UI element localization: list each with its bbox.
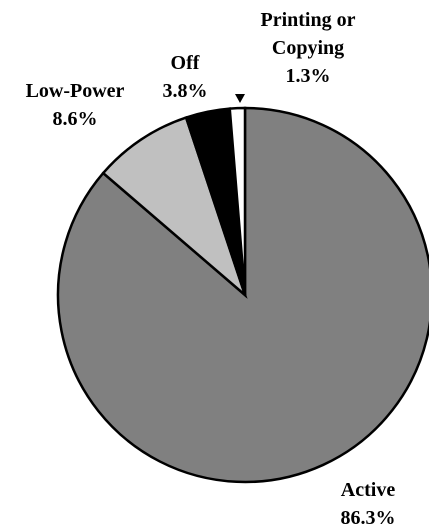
printing-leader-arrow [235,94,245,103]
label-printing-line2: Copying [272,37,344,59]
pie-slices [56,106,429,484]
label-off: Off 3.8% [163,52,208,102]
label-printing-or-copying: Printing or Copying 1.3% [261,9,356,87]
label-active-value: 86.3% [341,507,396,529]
label-printing-line1: Printing or [261,9,356,31]
label-low-power-name: Low-Power [26,80,125,102]
label-low-power-value: 8.6% [53,108,98,130]
label-printing-value: 1.3% [286,65,331,87]
pie-slice-printing-or-copying [228,106,247,296]
pie-slice-low-power [101,115,248,299]
label-active-name: Active [341,479,396,501]
label-off-name: Off [171,52,200,74]
label-off-value: 3.8% [163,80,208,102]
label-active: Active 86.3% [341,479,396,529]
label-low-power: Low-Power 8.6% [26,80,125,130]
